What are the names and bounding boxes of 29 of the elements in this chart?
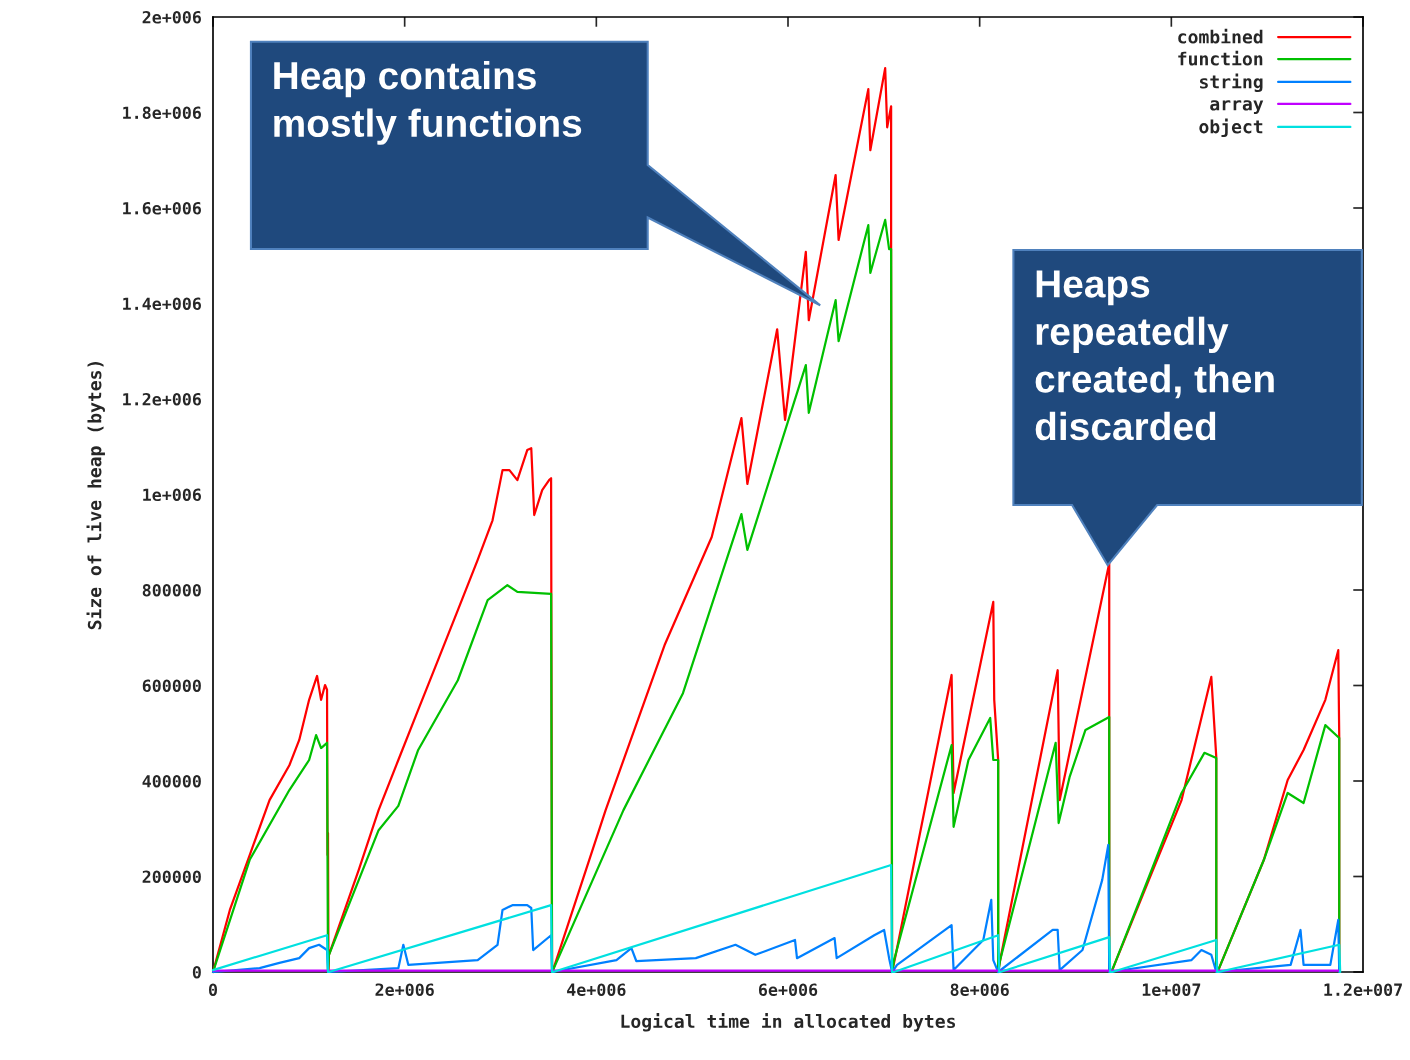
y-tick-label: 1.2e+006 bbox=[123, 392, 201, 406]
x-tick-label: 6e+006 bbox=[758, 983, 818, 997]
x-tick-label: 0 bbox=[208, 983, 218, 997]
x-tick-label: 8e+006 bbox=[950, 983, 1009, 997]
y-tick-label: 200000 bbox=[142, 870, 201, 884]
line-series bbox=[211, 843, 1341, 974]
x-tick-label: 4e+006 bbox=[567, 983, 626, 997]
legend-label: object bbox=[1199, 118, 1263, 137]
y-tick-label: 1.8e+006 bbox=[123, 106, 201, 120]
annotation: Heaps repeatedly created, then discarded bbox=[1035, 270, 1274, 441]
legend-label: string bbox=[1199, 73, 1263, 93]
y-tick-label: 600000 bbox=[142, 679, 201, 693]
line-series bbox=[211, 863, 1342, 974]
y-tick-label: 1.6e+006 bbox=[123, 201, 201, 215]
legend-label: array bbox=[1210, 100, 1264, 114]
y-tick-label: 800000 bbox=[142, 583, 201, 597]
x-tick-label: 2e+006 bbox=[375, 983, 434, 997]
y-tick-label: 1.4e+006 bbox=[123, 297, 201, 311]
y-tick-label: 1e+006 bbox=[143, 488, 201, 502]
x-axis-title: Logical time in allocated bytes bbox=[621, 1013, 956, 1032]
legend-label: combined bbox=[1178, 28, 1263, 44]
y-tick-label: 2e+006 bbox=[142, 10, 201, 24]
legend-label: function bbox=[1178, 50, 1263, 66]
x-tick-label: 1e+007 bbox=[1142, 983, 1201, 997]
y-tick-label: 0 bbox=[192, 965, 201, 979]
annotation: Heap contains mostly functions bbox=[274, 60, 582, 145]
y-axis-title: Size of live heap (bytes) bbox=[86, 361, 105, 630]
x-tick-label: 1.2e+007 bbox=[1324, 983, 1402, 997]
y-tick-label: 400000 bbox=[142, 774, 201, 788]
